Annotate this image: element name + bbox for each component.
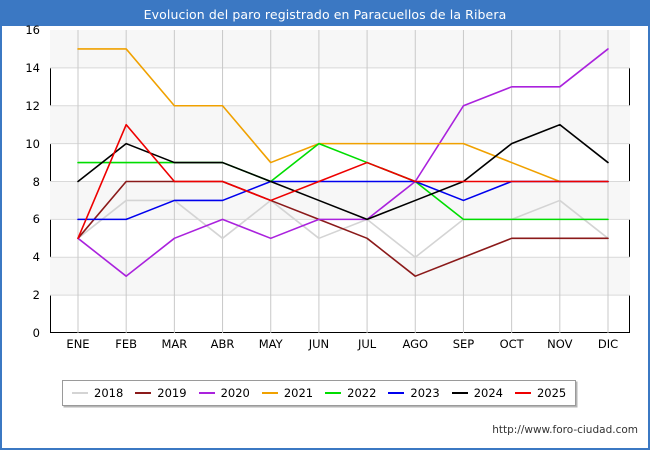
y-tick-label: 12 [25, 98, 40, 113]
grid-band [50, 105, 630, 144]
chart-title: Evolucion del paro registrado en Paracue… [143, 6, 507, 22]
y-tick-label: 4 [32, 250, 40, 265]
legend-swatch-icon [72, 392, 88, 394]
y-tick-label: 6 [32, 212, 40, 227]
series-line-2024 [77, 123, 609, 221]
source-url: http://www.foro-ciudad.com [492, 424, 638, 436]
series-line-2021 [77, 48, 609, 183]
x-tick-label: DIC [597, 337, 619, 351]
legend-swatch-icon [514, 392, 531, 394]
legend-item-2025[interactable]: 2025 [514, 386, 567, 400]
legend-item-2022[interactable]: 2022 [325, 386, 376, 400]
y-tick-label: 10 [25, 136, 40, 151]
x-tick-label: FEB [115, 337, 138, 351]
y-tick-label: 0 [32, 326, 40, 340]
series-line-2020 [77, 48, 609, 277]
chart-gridlines [50, 30, 630, 333]
x-tick-label: NOV [547, 337, 573, 351]
series-line-2019 [77, 180, 609, 277]
legend-label: 2025 [536, 386, 567, 400]
legend-swatch-icon [451, 392, 468, 394]
y-tick-label: 16 [25, 23, 40, 37]
chart-series-group [77, 48, 609, 277]
legend-swatch-icon [198, 392, 215, 394]
y-tick-label: 8 [32, 174, 40, 189]
x-tick-label: ENE [66, 337, 90, 351]
legend-item-2019[interactable]: 2019 [135, 386, 187, 400]
legend-label: 2021 [283, 386, 314, 400]
x-tick-label: OCT [499, 337, 524, 351]
x-tick-label: SEP [452, 337, 475, 351]
legend-swatch-icon [388, 392, 405, 394]
legend-label: 2019 [157, 386, 187, 400]
legend-label: 2020 [220, 386, 250, 400]
legend-item-2021[interactable]: 2021 [261, 386, 314, 400]
grid-band [50, 257, 630, 296]
x-tick-label: JUL [357, 337, 377, 351]
legend-swatch-icon [261, 392, 278, 394]
window-titlebar: Evolucion del paro registrado en Paracue… [2, 2, 648, 26]
legend-item-2023[interactable]: 2023 [388, 386, 440, 400]
x-tick-label: MAR [161, 337, 188, 351]
x-tick-label: MAY [258, 337, 283, 351]
grid-band [50, 30, 630, 68]
chart-canvas [50, 30, 630, 333]
legend-swatch-icon [135, 392, 152, 394]
legend-label: 2022 [347, 386, 377, 400]
series-line-2025 [77, 123, 609, 240]
legend-label: 2018 [94, 386, 124, 400]
x-tick-label: ABR [210, 337, 235, 351]
legend-swatch-icon [325, 392, 342, 394]
series-line-2022 [77, 142, 609, 221]
plot-area [50, 30, 630, 333]
x-axis-labels: ENE FEB MAR ABR MAY JUN JUL AGO SEP OCT NOV DIC [50, 337, 630, 355]
x-tick-label: JUN [308, 337, 330, 351]
legend-label: 2023 [410, 386, 440, 400]
chart-legend: 2018 2019 2020 2021 2022 2023 2024 2025 [62, 380, 577, 406]
y-tick-label: 2 [32, 288, 40, 303]
legend-label: 2024 [473, 386, 503, 400]
y-tick-label: 14 [25, 60, 40, 75]
legend-item-2020[interactable]: 2020 [198, 386, 250, 400]
legend-item-2018[interactable]: 2018 [72, 386, 123, 400]
legend-item-2024[interactable]: 2024 [451, 386, 503, 400]
y-axis-labels: 0 2 4 6 8 10 12 14 16 [0, 23, 46, 340]
x-tick-label: AGO [402, 337, 429, 351]
